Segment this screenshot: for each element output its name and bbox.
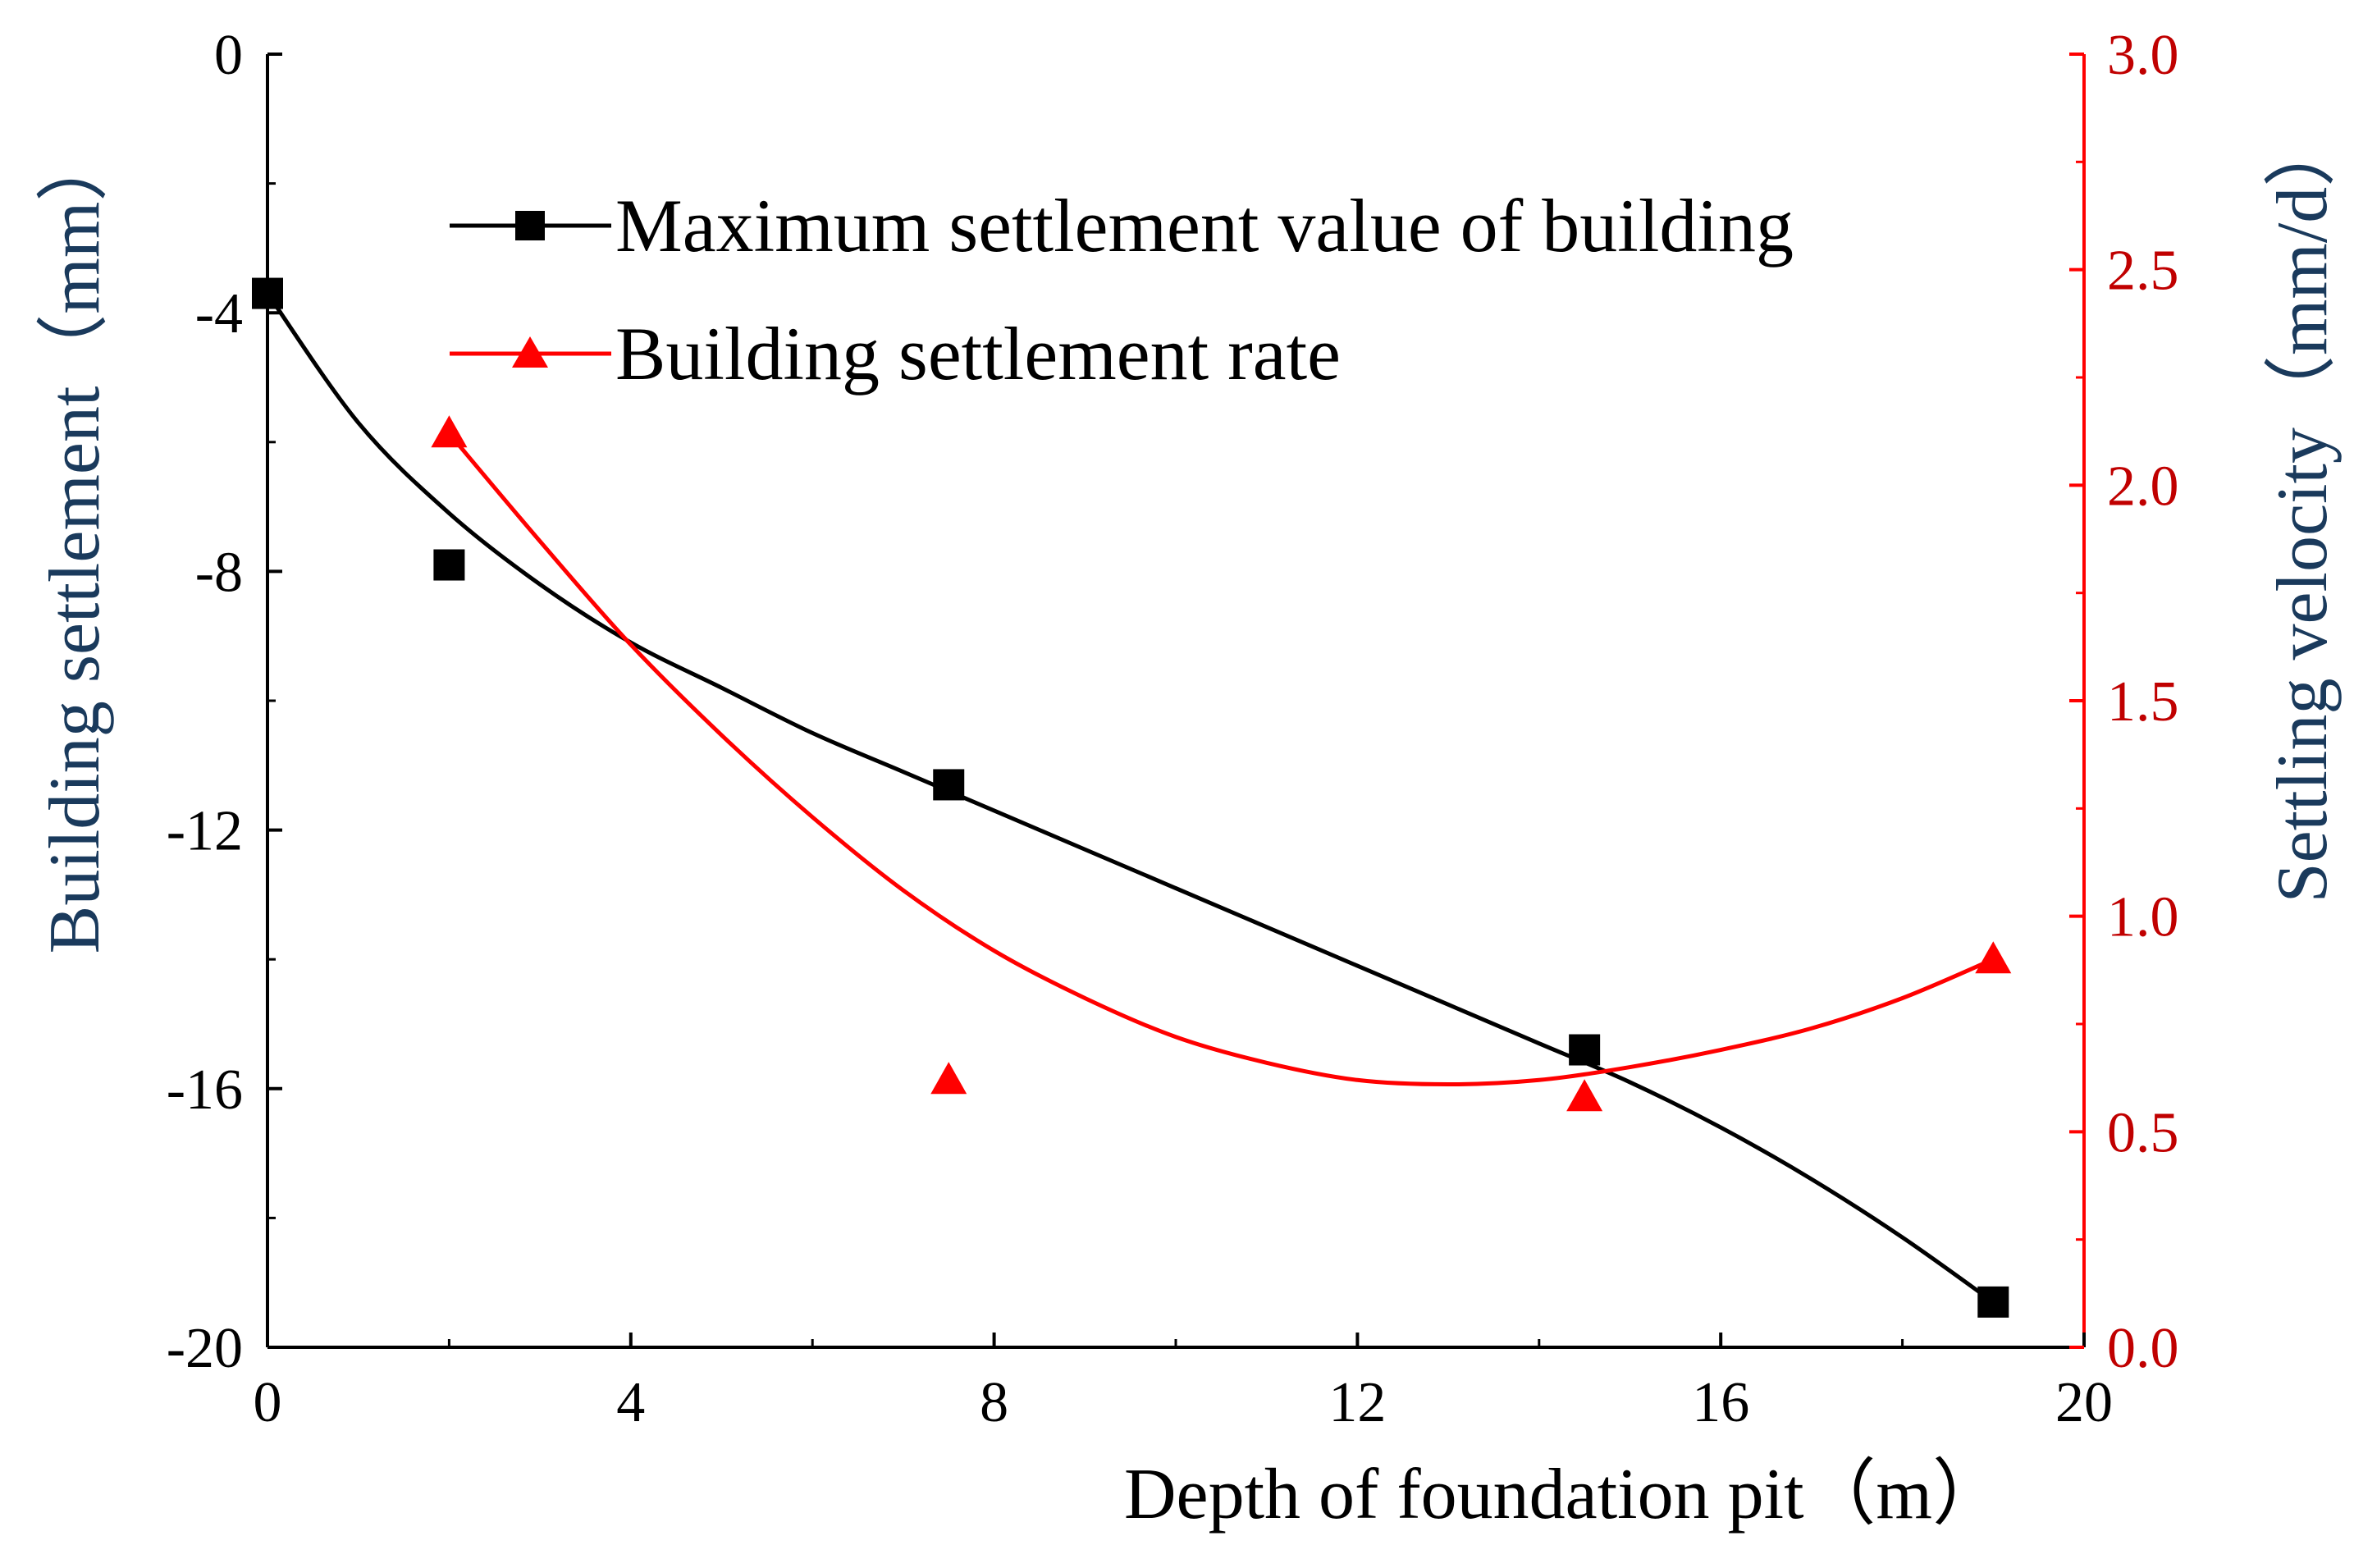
y-right-tick-label: 2.0	[2107, 455, 2179, 518]
series-0-point	[1569, 1034, 1601, 1066]
x-tick-label: 4	[616, 1371, 645, 1434]
x-tick-label: 12	[1328, 1371, 1386, 1434]
series-1-point	[930, 1062, 967, 1095]
series-1-fit-line	[447, 432, 1995, 1087]
plot-area	[252, 277, 2012, 1318]
series-0-point	[433, 549, 465, 581]
y-left-tick-label: -16	[167, 1058, 243, 1122]
x-tick-label: 20	[2055, 1371, 2113, 1434]
y-right-tick-label: 0.0	[2107, 1317, 2179, 1380]
x-tick-label: 0	[254, 1371, 282, 1434]
x-axis-title: Depth of foundation pit（m）	[1124, 1455, 2004, 1534]
tick-labels: 0 4 8 12 16 20 0 -4 -8 -12 -16 -20 3.0 2.5 2.0 1.5 1.0 0.…	[167, 24, 2179, 1434]
legend-label-settlement-rate: Building settlement rate	[615, 312, 1341, 395]
legend-triangle-marker	[512, 336, 548, 368]
y-left-tick-label: -12	[167, 800, 243, 863]
series-0-fit-line	[265, 292, 1995, 1304]
series-0-point	[1977, 1286, 2009, 1318]
x-tick-label: 16	[1692, 1371, 1749, 1434]
y-right-tick-label: 2.5	[2107, 240, 2179, 303]
ticks	[266, 53, 2086, 1349]
legend: Maximum settlement value of building Bui…	[450, 184, 1794, 395]
y-left-tick-label: -8	[195, 541, 243, 604]
series-1-point	[1975, 941, 2012, 974]
legend-label-max-settlement: Maximum settlement value of building	[615, 184, 1794, 267]
legend-square-marker	[515, 211, 545, 240]
series-1-point	[1566, 1079, 1603, 1112]
series-0-point	[252, 277, 283, 309]
y-left-tick-label: -20	[167, 1317, 243, 1380]
x-tick-label: 8	[980, 1371, 1008, 1434]
y-left-tick-label: 0	[214, 24, 243, 87]
y-left-axis-title: Building settlement（mm）	[35, 130, 115, 954]
y-right-axis-title: Settling velocity（mm/d）	[2263, 115, 2343, 903]
series-1-point	[431, 415, 468, 448]
y-right-tick-label: 1.0	[2107, 886, 2179, 949]
y-right-tick-label: 3.0	[2107, 24, 2179, 87]
y-right-tick-label: 1.5	[2107, 670, 2179, 734]
y-right-tick-label: 0.5	[2107, 1101, 2179, 1164]
y-left-tick-label: -4	[195, 282, 243, 345]
series-0-point	[933, 769, 965, 801]
